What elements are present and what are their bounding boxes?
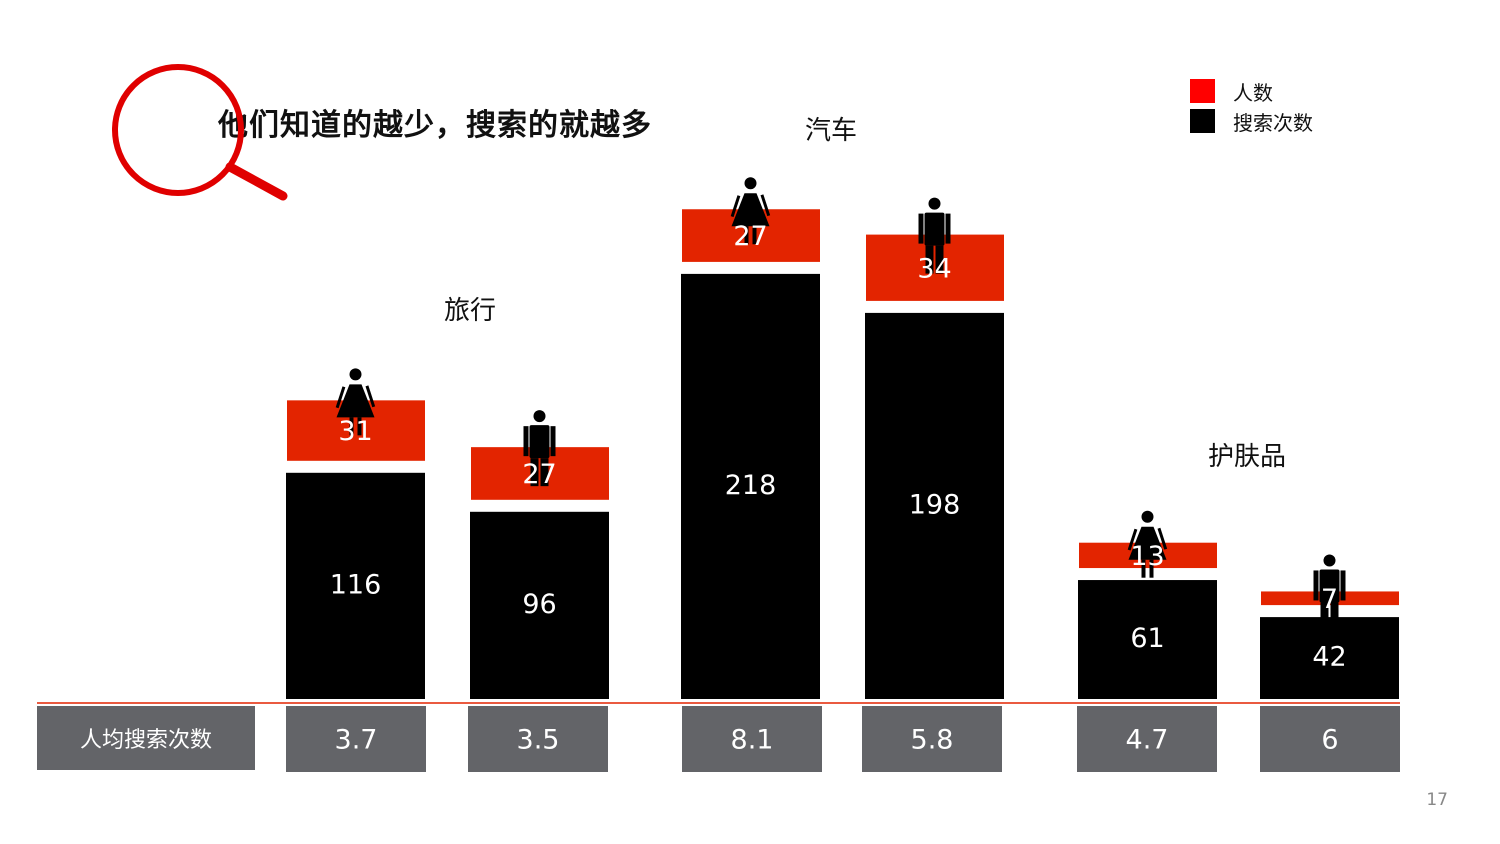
bar-label-searches: 61 bbox=[1130, 623, 1164, 654]
magnifier-icon bbox=[112, 64, 288, 201]
bar-searches bbox=[681, 273, 820, 699]
metric-box bbox=[286, 706, 426, 772]
group-label-car: 汽车 bbox=[805, 116, 858, 146]
bar-label-searches: 198 bbox=[909, 489, 961, 520]
metric-box bbox=[1077, 706, 1217, 772]
bar-label-searches: 96 bbox=[522, 589, 556, 620]
bar-label-people: 27 bbox=[522, 459, 556, 490]
bar-label-people: 31 bbox=[338, 416, 372, 447]
bar-searches bbox=[286, 472, 425, 699]
male-person-icon bbox=[1313, 554, 1346, 631]
bar-label-searches: 42 bbox=[1312, 642, 1346, 673]
bar-searches bbox=[1260, 617, 1399, 699]
bar-label-people: 13 bbox=[1130, 541, 1164, 572]
bar-label-searches: 218 bbox=[725, 470, 777, 501]
legend-label-people: 人数 bbox=[1233, 80, 1273, 105]
legend-item-searches: 搜索次数 bbox=[1190, 106, 1313, 136]
page-number: 17 bbox=[1426, 790, 1448, 810]
metric-label: 人均搜索次数 bbox=[37, 706, 255, 770]
bar-label-people: 7 bbox=[1321, 584, 1338, 615]
bar-label-people: 27 bbox=[733, 221, 767, 252]
bar-searches bbox=[865, 312, 1004, 699]
legend: 人数 搜索次数 bbox=[1190, 76, 1313, 136]
male-person-icon bbox=[523, 410, 556, 487]
group-label-travel: 旅行 bbox=[444, 296, 497, 326]
metric-value: 4.7 bbox=[1126, 725, 1169, 756]
group-label-skincare: 护肤品 bbox=[1208, 442, 1287, 472]
female-person-icon bbox=[1127, 510, 1168, 578]
metric-box bbox=[468, 706, 608, 772]
metric-box bbox=[682, 706, 822, 772]
male-person-icon bbox=[918, 197, 951, 274]
metric-value: 5.8 bbox=[911, 725, 954, 756]
metric-box bbox=[1260, 706, 1400, 772]
metric-value: 8.1 bbox=[731, 725, 774, 756]
female-person-icon bbox=[335, 368, 376, 436]
legend-swatch-searches bbox=[1190, 109, 1215, 133]
female-person-icon bbox=[730, 177, 771, 245]
bar-searches bbox=[470, 511, 609, 699]
legend-label-searches: 搜索次数 bbox=[1233, 110, 1313, 135]
bar-searches bbox=[1078, 580, 1217, 699]
metric-value: 6 bbox=[1321, 725, 1338, 756]
legend-swatch-people bbox=[1190, 79, 1215, 103]
metric-value: 3.5 bbox=[517, 725, 560, 756]
bar-label-people: 34 bbox=[917, 253, 951, 284]
metric-value: 3.7 bbox=[335, 725, 378, 756]
bar-label-searches: 116 bbox=[330, 569, 382, 600]
legend-item-people: 人数 bbox=[1190, 76, 1313, 106]
metric-box bbox=[862, 706, 1002, 772]
page-title: 他们知道的越少，搜索的就越多 bbox=[218, 108, 652, 143]
bar-people bbox=[866, 234, 1004, 301]
